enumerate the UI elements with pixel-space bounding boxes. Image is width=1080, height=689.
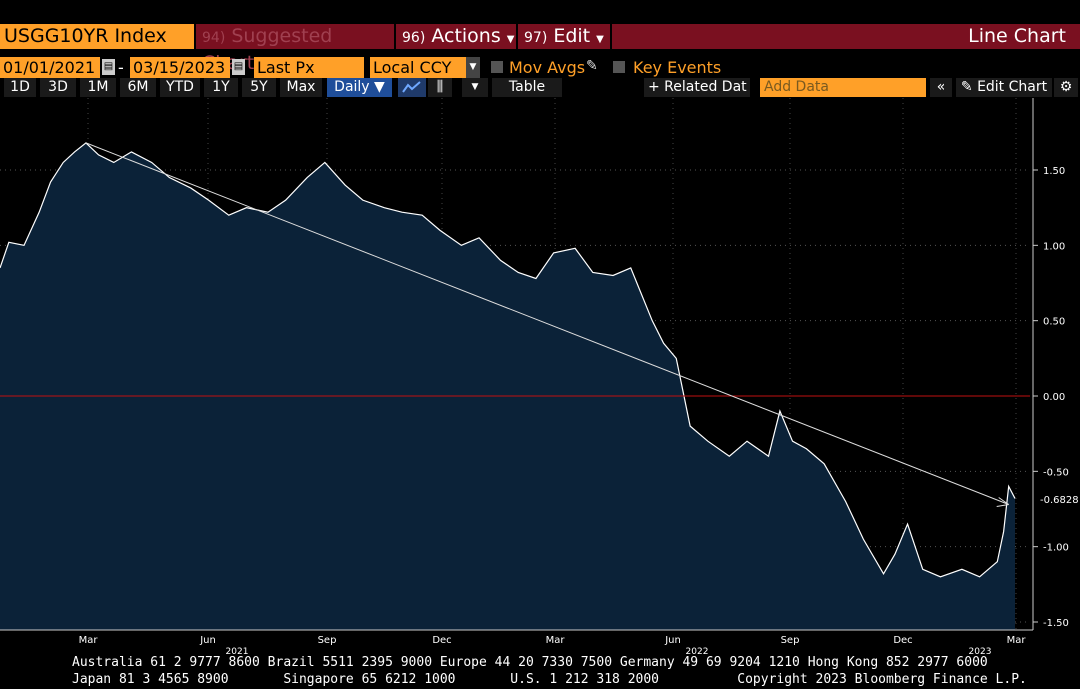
calendar-icon[interactable]: ▤ [102, 59, 115, 75]
trendline-arrowhead [996, 497, 1009, 507]
range-button-6m[interactable]: 6M [120, 78, 156, 97]
collapse-icon[interactable]: « [930, 78, 952, 97]
pencil-icon: ✎ [960, 79, 978, 95]
y-tick-label: -1.00 [1043, 543, 1069, 554]
suggested-charts-number: 94) [202, 30, 226, 46]
footer-contacts-line-1: Australia 61 2 9777 8600 Brazil 5511 239… [72, 655, 988, 670]
last-value-box [1036, 491, 1080, 506]
range-button-5y[interactable]: 5Y [242, 78, 276, 97]
range-button-3d[interactable]: 3D [40, 78, 76, 97]
suggested-charts-button[interactable]: 94) Suggested Charts [196, 24, 394, 74]
y-tick-label: 1.00 [1043, 241, 1065, 252]
x-tick-label: Dec [432, 635, 451, 646]
line-chart-icon[interactable] [398, 78, 426, 97]
y-tick-label: -0.50 [1043, 467, 1069, 478]
y-tick-label: 1.50 [1043, 166, 1065, 177]
range-button-max[interactable]: Max [280, 78, 322, 97]
chart-style-dropdown[interactable]: ▼ [462, 78, 488, 97]
edit-button[interactable]: 97) Edit ▼ [518, 24, 610, 49]
x-year-label: 2023 [969, 647, 992, 657]
periodicity-selector[interactable]: Daily ▼ [327, 78, 392, 97]
range-button-1m[interactable]: 1M [80, 78, 116, 97]
x-tick-label: Jun [664, 635, 681, 646]
actions-label: Actions [431, 25, 501, 47]
start-date-field[interactable]: 01/01/2021 [0, 57, 100, 78]
actions-button[interactable]: 96) Actions ▼ [396, 24, 516, 49]
series-line [0, 142, 1016, 578]
caret-down-icon: ▼ [596, 34, 604, 45]
range-button-1d[interactable]: 1D [4, 78, 36, 97]
parameters-bar: 01/01/2021 ▤ - 03/15/2023 ▤ Last Px Loca… [0, 57, 1080, 79]
edit-chart-button[interactable]: ✎ Edit Chart [956, 78, 1052, 97]
x-tick-label: Mar [79, 635, 99, 646]
key-events-label: Key Events [633, 58, 722, 77]
x-year-label: 2021 [226, 647, 249, 657]
edit-label: Edit [553, 25, 591, 47]
x-tick-label: Dec [893, 635, 912, 646]
range-button-ytd[interactable]: YTD [160, 78, 200, 97]
footer-contacts-line-2: Japan 81 3 4565 8900 Singapore 65 6212 1… [72, 672, 1027, 687]
y-tick-label: 0.50 [1043, 317, 1065, 328]
top-toolbar: USGG10YR Index 94) Suggested Charts 96) … [0, 24, 1080, 74]
y-tick-label: 0.00 [1043, 392, 1065, 403]
actions-number: 96) [402, 30, 426, 46]
pencil-icon[interactable]: ✎ [586, 58, 598, 74]
mov-avgs-label: Mov Avgs [509, 58, 586, 77]
candlestick-icon[interactable]: ⫼ [428, 78, 452, 97]
x-year-label: 2022 [686, 647, 709, 657]
line-chart: 1.50 1.00 0.50 0.00 -0.50 -1.00 -1.50 -0.6828 Ma… [0, 98, 1080, 657]
related-data-button[interactable]: + Related Dat [644, 78, 750, 97]
date-separator: - [118, 58, 124, 77]
dropdown-arrow-icon[interactable]: ▼ [466, 57, 480, 78]
last-value-label: -0.6828 [1040, 495, 1079, 506]
x-tick-label: Mar [546, 635, 566, 646]
trendline [85, 142, 1009, 505]
currency-selector[interactable]: Local CCY [370, 57, 466, 78]
x-tick-label: Sep [781, 635, 800, 646]
gear-icon[interactable]: ⚙ [1054, 78, 1078, 97]
series-area [0, 142, 1015, 630]
chart-type-title: Line Chart [612, 24, 1080, 49]
range-button-1y[interactable]: 1Y [204, 78, 238, 97]
x-tick-label: Jun [199, 635, 216, 646]
calendar-icon[interactable]: ▤ [232, 59, 245, 75]
add-data-input[interactable]: Add Data [760, 78, 926, 97]
range-toolbar: 1D 3D 1M 6M YTD 1Y 5Y Max Daily ▼ ⫼ ▼ Table + R… [0, 78, 1080, 98]
edit-chart-label: Edit Chart [977, 79, 1048, 95]
y-tick-label: -1.50 [1043, 618, 1069, 629]
edit-number: 97) [524, 30, 548, 46]
x-tick-label: Mar [1007, 635, 1027, 646]
x-tick-label: Sep [318, 635, 337, 646]
caret-down-icon: ▼ [506, 34, 515, 45]
table-button[interactable]: Table [492, 78, 562, 97]
price-field-selector[interactable]: Last Px [254, 57, 364, 78]
key-events-checkbox[interactable] [613, 61, 625, 73]
ticker-field[interactable]: USGG10YR Index [0, 24, 194, 49]
end-date-field[interactable]: 03/15/2023 [130, 57, 230, 78]
mov-avgs-checkbox[interactable] [491, 61, 503, 73]
